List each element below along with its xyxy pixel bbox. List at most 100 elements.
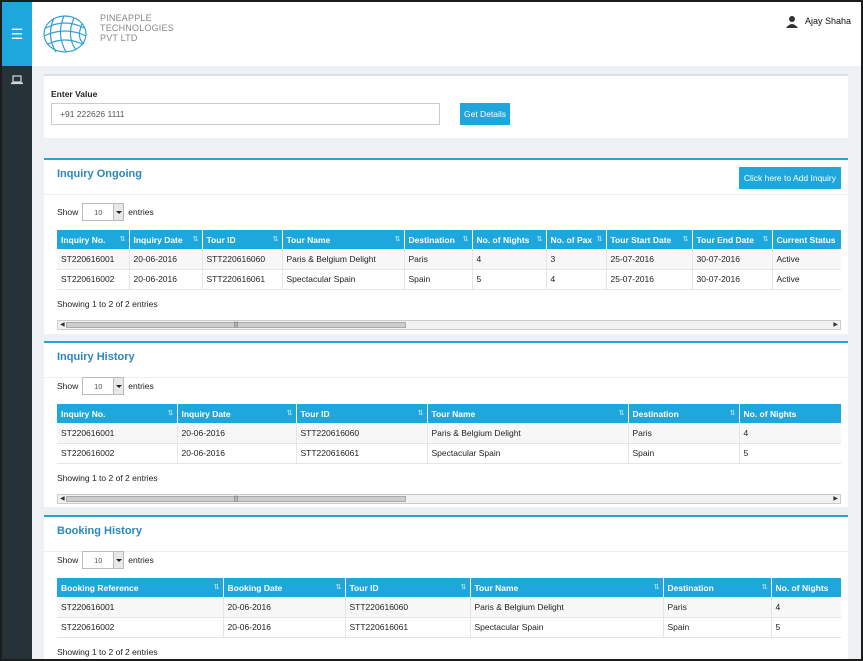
column-header-label: No. of Pax: [550, 234, 593, 245]
sort-icon: ⇅: [272, 236, 279, 243]
column-header[interactable]: No. of Nights: [739, 404, 841, 423]
column-header[interactable]: No. of Nights ⇅: [472, 230, 547, 249]
column-header-label: Current Status: [776, 234, 836, 245]
phone-input[interactable]: [51, 103, 440, 125]
scroll-right-icon[interactable]: ▶: [833, 322, 838, 328]
sort-icon: ⇅: [618, 410, 625, 417]
sort-icon: ⇅: [213, 584, 220, 591]
entries-label: entries: [128, 381, 154, 391]
scrollbar-thumb[interactable]: |||: [66, 322, 406, 328]
sort-icon: ⇅: [192, 236, 199, 243]
horizontal-scrollbar[interactable]: ◀ ||| ▶: [57, 320, 841, 330]
column-header[interactable]: Destination ⇅: [628, 404, 740, 423]
add-inquiry-button[interactable]: Click here to Add Inquiry: [738, 167, 841, 189]
column-header[interactable]: No. of Pax ⇅: [546, 230, 607, 249]
column-header[interactable]: Inquiry Date ⇅: [177, 404, 297, 423]
table-cell: Paris: [404, 249, 473, 270]
table-row[interactable]: ST220616001 20-06-2016 STT220616060 Pari…: [57, 249, 841, 270]
column-header[interactable]: Destination ⇅: [404, 230, 473, 249]
entries-select[interactable]: 10: [82, 377, 125, 395]
column-header[interactable]: Booking Reference ⇅: [57, 578, 224, 597]
column-header[interactable]: Current Status: [772, 230, 841, 249]
table-cell: 4: [546, 269, 607, 290]
column-header[interactable]: Tour ID ⇅: [296, 404, 428, 423]
sort-icon: ⇅: [417, 410, 424, 417]
show-label: Show: [57, 381, 79, 391]
booking-history-table-wrapper: Booking Reference ⇅ Booking Date ⇅ Tour ID…: [57, 578, 841, 638]
column-header[interactable]: Inquiry Date ⇅: [129, 230, 203, 249]
user-menu[interactable]: Ajay Shaha: [785, 14, 851, 28]
scrollbar-thumb[interactable]: |||: [66, 496, 406, 502]
table-cell: 5: [472, 269, 547, 290]
sort-icon: ⇅: [761, 584, 768, 591]
table-cell: 30-07-2016: [692, 269, 773, 290]
enter-value-label: Enter Value: [51, 89, 98, 99]
column-header-label: Inquiry No.: [61, 234, 106, 245]
table-cell: 20-06-2016: [129, 269, 203, 290]
scroll-left-icon[interactable]: ◀: [60, 496, 65, 502]
show-label: Show: [57, 555, 79, 565]
entries-select[interactable]: 10: [82, 203, 125, 221]
table-cell: ST220616001: [57, 597, 224, 618]
column-header-label: Tour End Date: [696, 234, 754, 245]
table-cell: 5: [771, 617, 841, 638]
column-header[interactable]: Inquiry No. ⇅: [57, 404, 178, 423]
hamburger-menu-button[interactable]: ☰: [2, 2, 32, 66]
table-cell: 5: [739, 443, 841, 464]
column-header[interactable]: Tour Name ⇅: [470, 578, 664, 597]
column-header-label: Destination: [408, 234, 455, 245]
column-header[interactable]: Destination ⇅: [663, 578, 772, 597]
scroll-left-icon[interactable]: ◀: [60, 322, 65, 328]
column-header[interactable]: Tour Name ⇅: [427, 404, 629, 423]
column-header[interactable]: Tour ID ⇅: [202, 230, 283, 249]
divider: [44, 194, 848, 195]
table-cell: STT220616060: [202, 249, 283, 270]
sort-icon: ⇅: [729, 410, 736, 417]
column-header[interactable]: No. of Nights: [771, 578, 841, 597]
sort-icon: ⇅: [462, 236, 469, 243]
table-row[interactable]: ST220616001 20-06-2016 STT220616060 Pari…: [57, 597, 841, 618]
table-cell: Active: [772, 269, 841, 290]
table-cell: STT220616060: [345, 597, 471, 618]
table-cell: Spectacular Spain: [427, 443, 629, 464]
column-header-label: Tour ID: [349, 582, 379, 593]
table-info: Showing 1 to 2 of 2 entries: [57, 473, 158, 483]
get-details-button[interactable]: Get Details: [460, 103, 511, 125]
table-info: Showing 1 to 2 of 2 entries: [57, 299, 158, 309]
main-content: Enter Value Get Details Inquiry Ongoing …: [44, 74, 848, 659]
globe-logo-icon: [43, 15, 87, 53]
table-cell: ST220616002: [57, 617, 224, 638]
column-header[interactable]: Booking Date ⇅: [223, 578, 346, 597]
table-cell: STT220616061: [202, 269, 283, 290]
table-cell: Active: [772, 249, 841, 270]
column-header-label: Tour ID: [206, 234, 236, 245]
table-row[interactable]: ST220616002 20-06-2016 STT220616061 Spec…: [57, 443, 841, 464]
booking-history-table: Booking Reference ⇅ Booking Date ⇅ Tour ID…: [57, 578, 841, 638]
booking-history-title: Booking History: [57, 525, 142, 537]
horizontal-scrollbar[interactable]: ◀ ||| ▶: [57, 494, 841, 504]
divider: [44, 377, 848, 378]
laptop-icon[interactable]: [10, 74, 24, 86]
sort-icon: ⇅: [653, 584, 660, 591]
company-name-line2: TECHNOLOGIES: [100, 23, 174, 33]
inquiry-history-title: Inquiry History: [57, 351, 135, 363]
column-header[interactable]: Tour ID ⇅: [345, 578, 471, 597]
table-header-row: Inquiry No. ⇅ Inquiry Date ⇅ Tour ID ⇅ Tour…: [57, 404, 841, 423]
table-row[interactable]: ST220616002 20-06-2016 STT220616061 Spec…: [57, 617, 841, 638]
table-row[interactable]: ST220616001 20-06-2016 STT220616060 Pari…: [57, 423, 841, 444]
company-name-line3: PVT LTD: [100, 33, 138, 43]
entries-select[interactable]: 10: [82, 551, 125, 569]
table-cell: Spain: [404, 269, 473, 290]
column-header[interactable]: Inquiry No. ⇅: [57, 230, 130, 249]
entries-select-value: 10: [94, 555, 103, 565]
column-header[interactable]: Tour Start Date ⇅: [606, 230, 693, 249]
column-header[interactable]: Tour End Date ⇅: [692, 230, 773, 249]
scroll-right-icon[interactable]: ▶: [833, 496, 838, 502]
column-header[interactable]: Tour Name ⇅: [282, 230, 405, 249]
entries-length-control: Show 10 entries: [57, 203, 154, 221]
table-row[interactable]: ST220616002 20-06-2016 STT220616061 Spec…: [57, 269, 841, 290]
inquiry-ongoing-title: Inquiry Ongoing: [57, 168, 142, 180]
column-header-label: Tour Name: [286, 234, 331, 245]
sidebar: ☰: [2, 2, 32, 659]
